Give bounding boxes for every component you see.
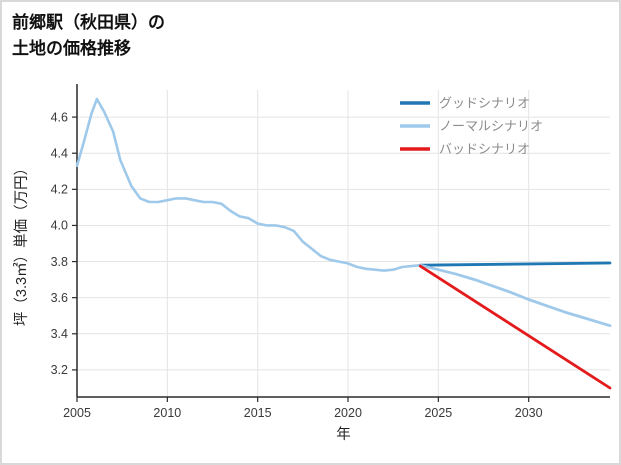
- x-tick-label: 2025: [424, 406, 452, 420]
- y-tick-label: 4.0: [51, 219, 68, 233]
- x-tick-label: 2030: [515, 406, 543, 420]
- legend-label-1: ノーマルシナリオ: [439, 119, 543, 134]
- series-line-normal: [418, 263, 612, 328]
- x-tick-label: 2020: [334, 406, 362, 420]
- y-tick-label: 4.4: [51, 147, 68, 161]
- y-tick-label: 3.6: [51, 291, 68, 305]
- x-tick-label: 2005: [63, 406, 91, 420]
- y-axis-label: 坪（3.3㎡）単価（万円）: [13, 161, 30, 326]
- series-line-historical: [75, 97, 422, 272]
- page-title-line2: 土地の価格推移: [12, 38, 131, 58]
- x-tick-label: 2015: [244, 406, 272, 420]
- page-title-line1: 前郷駅（秋田県）の: [12, 13, 165, 32]
- y-tick-label: 3.8: [51, 255, 68, 269]
- legend-label-0: グッドシナリオ: [439, 96, 530, 111]
- series-line-good: [418, 261, 612, 267]
- y-tick-label: 3.2: [51, 363, 68, 377]
- page-title: 前郷駅（秋田県）の 土地の価格推移: [12, 10, 165, 61]
- series-line-bad: [418, 264, 612, 390]
- y-tick-label: 4.2: [51, 183, 68, 197]
- x-tick-label: 2010: [153, 406, 181, 420]
- y-tick-label: 3.4: [51, 327, 68, 341]
- legend-label-2: バッドシナリオ: [439, 142, 530, 157]
- x-axis-label: 年: [336, 426, 351, 443]
- y-tick-label: 4.6: [51, 110, 68, 124]
